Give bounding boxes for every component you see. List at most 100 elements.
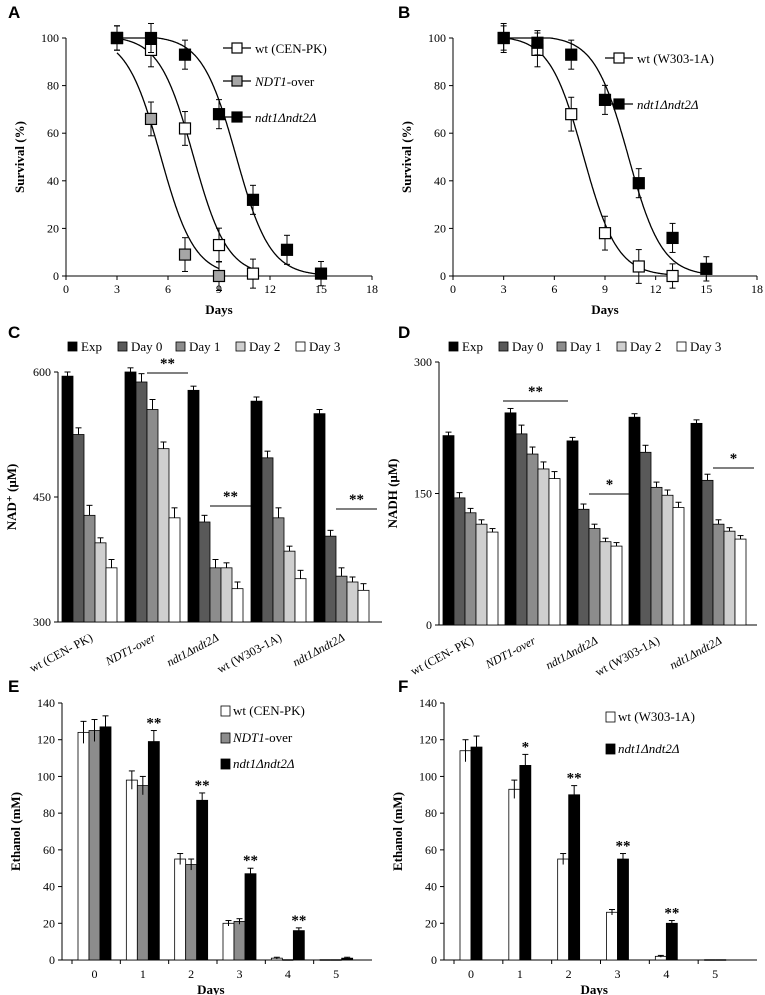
y-tick-label: 60 xyxy=(425,843,437,857)
bar xyxy=(147,741,160,961)
data-point xyxy=(144,112,158,126)
x-tick-label: 3 xyxy=(501,282,507,296)
bar xyxy=(157,448,170,623)
category-label: wt (W303-1A) xyxy=(593,633,662,679)
x-axis-label: Days xyxy=(581,982,608,995)
bar xyxy=(233,921,246,961)
bar xyxy=(486,531,499,626)
bar xyxy=(470,746,483,961)
x-tick-label: 2 xyxy=(188,967,194,981)
x-tick-label: 18 xyxy=(751,282,763,296)
legend-swatch xyxy=(676,341,687,352)
label-part: wt (W303-1A) xyxy=(618,709,695,724)
bar xyxy=(557,858,570,961)
x-tick-label: 0 xyxy=(92,967,98,981)
legend-label: NDT1-over xyxy=(232,730,293,745)
bar xyxy=(504,412,517,626)
significance-mark: ** xyxy=(195,778,210,794)
data-point xyxy=(212,238,226,252)
legend-swatch xyxy=(556,341,567,352)
data-point xyxy=(246,267,260,280)
x-tick-label: 3 xyxy=(114,282,120,296)
data-point xyxy=(565,48,578,61)
bar xyxy=(723,530,736,626)
significance-mark: ** xyxy=(567,771,582,787)
bar xyxy=(231,588,244,623)
bar xyxy=(519,765,532,961)
y-tick-label: 20 xyxy=(47,221,59,235)
y-tick-label: 40 xyxy=(425,880,437,894)
bar xyxy=(588,528,601,626)
y-tick-label: 80 xyxy=(43,806,55,820)
bar xyxy=(335,575,348,623)
y-tick-label: 300 xyxy=(33,615,51,629)
legend-marker xyxy=(613,52,625,64)
bar xyxy=(135,381,148,623)
y-axis-label: Ethanol (mM) xyxy=(8,792,23,871)
category-label: ndt1Δndt2Δ xyxy=(164,630,221,669)
bar xyxy=(346,581,359,623)
panel-label: D xyxy=(398,323,410,342)
bar xyxy=(250,400,263,623)
label-part: ndt1Δndt2Δ xyxy=(637,97,699,112)
bar xyxy=(187,389,200,623)
data-point xyxy=(666,269,679,283)
x-tick-label: 9 xyxy=(602,282,608,296)
data-point xyxy=(178,48,192,61)
label-part: wt (CEN-PK) xyxy=(255,41,327,56)
category-label: wt (CEN- PK) xyxy=(408,633,476,678)
y-tick-label: 450 xyxy=(33,490,51,504)
legend-label: wt (W303-1A) xyxy=(618,709,695,724)
bar xyxy=(105,567,118,623)
x-tick-label: 4 xyxy=(285,967,291,981)
y-axis-label: Survival (%) xyxy=(399,121,414,193)
x-axis-label: Days xyxy=(591,302,618,317)
y-tick-label: 20 xyxy=(425,916,437,930)
bar xyxy=(77,731,90,961)
x-tick-label: 4 xyxy=(663,967,669,981)
bar xyxy=(272,517,285,623)
legend-label: Day 3 xyxy=(690,339,721,354)
legend-marker xyxy=(231,111,243,123)
y-tick-label: 120 xyxy=(37,733,55,747)
legend-swatch xyxy=(605,711,616,723)
data-point xyxy=(178,248,192,261)
x-tick-label: 5 xyxy=(333,967,339,981)
legend-marker xyxy=(231,75,243,87)
bar xyxy=(690,422,703,626)
legend-marker xyxy=(231,42,243,54)
bar xyxy=(606,911,618,961)
bar xyxy=(537,468,550,626)
fit-curve xyxy=(116,52,220,270)
legend-swatch xyxy=(220,758,231,770)
legend-label: Day 1 xyxy=(570,339,601,354)
category-label: ndt1Δndt2Δ xyxy=(290,630,347,669)
bar xyxy=(610,545,623,626)
data-point xyxy=(632,177,645,190)
bar xyxy=(548,478,561,626)
legend-swatch xyxy=(616,341,627,352)
y-tick-label: 80 xyxy=(434,79,446,93)
y-axis-label: NAD⁺ (μM) xyxy=(4,464,19,531)
legend-swatch xyxy=(235,341,246,352)
label-part: ndt1Δndt2Δ xyxy=(233,756,295,771)
y-tick-label: 100 xyxy=(428,31,446,45)
data-point xyxy=(666,231,679,245)
legend-label: Day 0 xyxy=(131,339,162,354)
bar xyxy=(146,409,159,623)
bar xyxy=(198,521,211,623)
bar xyxy=(628,416,641,626)
x-tick-label: 3 xyxy=(237,967,243,981)
legend-swatch xyxy=(498,341,509,352)
panel-label: F xyxy=(398,677,408,696)
legend-label: wt (W303-1A) xyxy=(637,51,714,66)
y-tick-label: 0 xyxy=(426,618,432,632)
data-point xyxy=(598,93,612,106)
legend-swatch xyxy=(295,341,306,352)
label-part: NDT1 xyxy=(254,74,287,89)
data-point xyxy=(280,243,294,256)
bar xyxy=(261,457,274,623)
bar xyxy=(294,578,307,623)
x-axis-label: Days xyxy=(205,302,232,317)
legend-swatch xyxy=(448,341,459,352)
